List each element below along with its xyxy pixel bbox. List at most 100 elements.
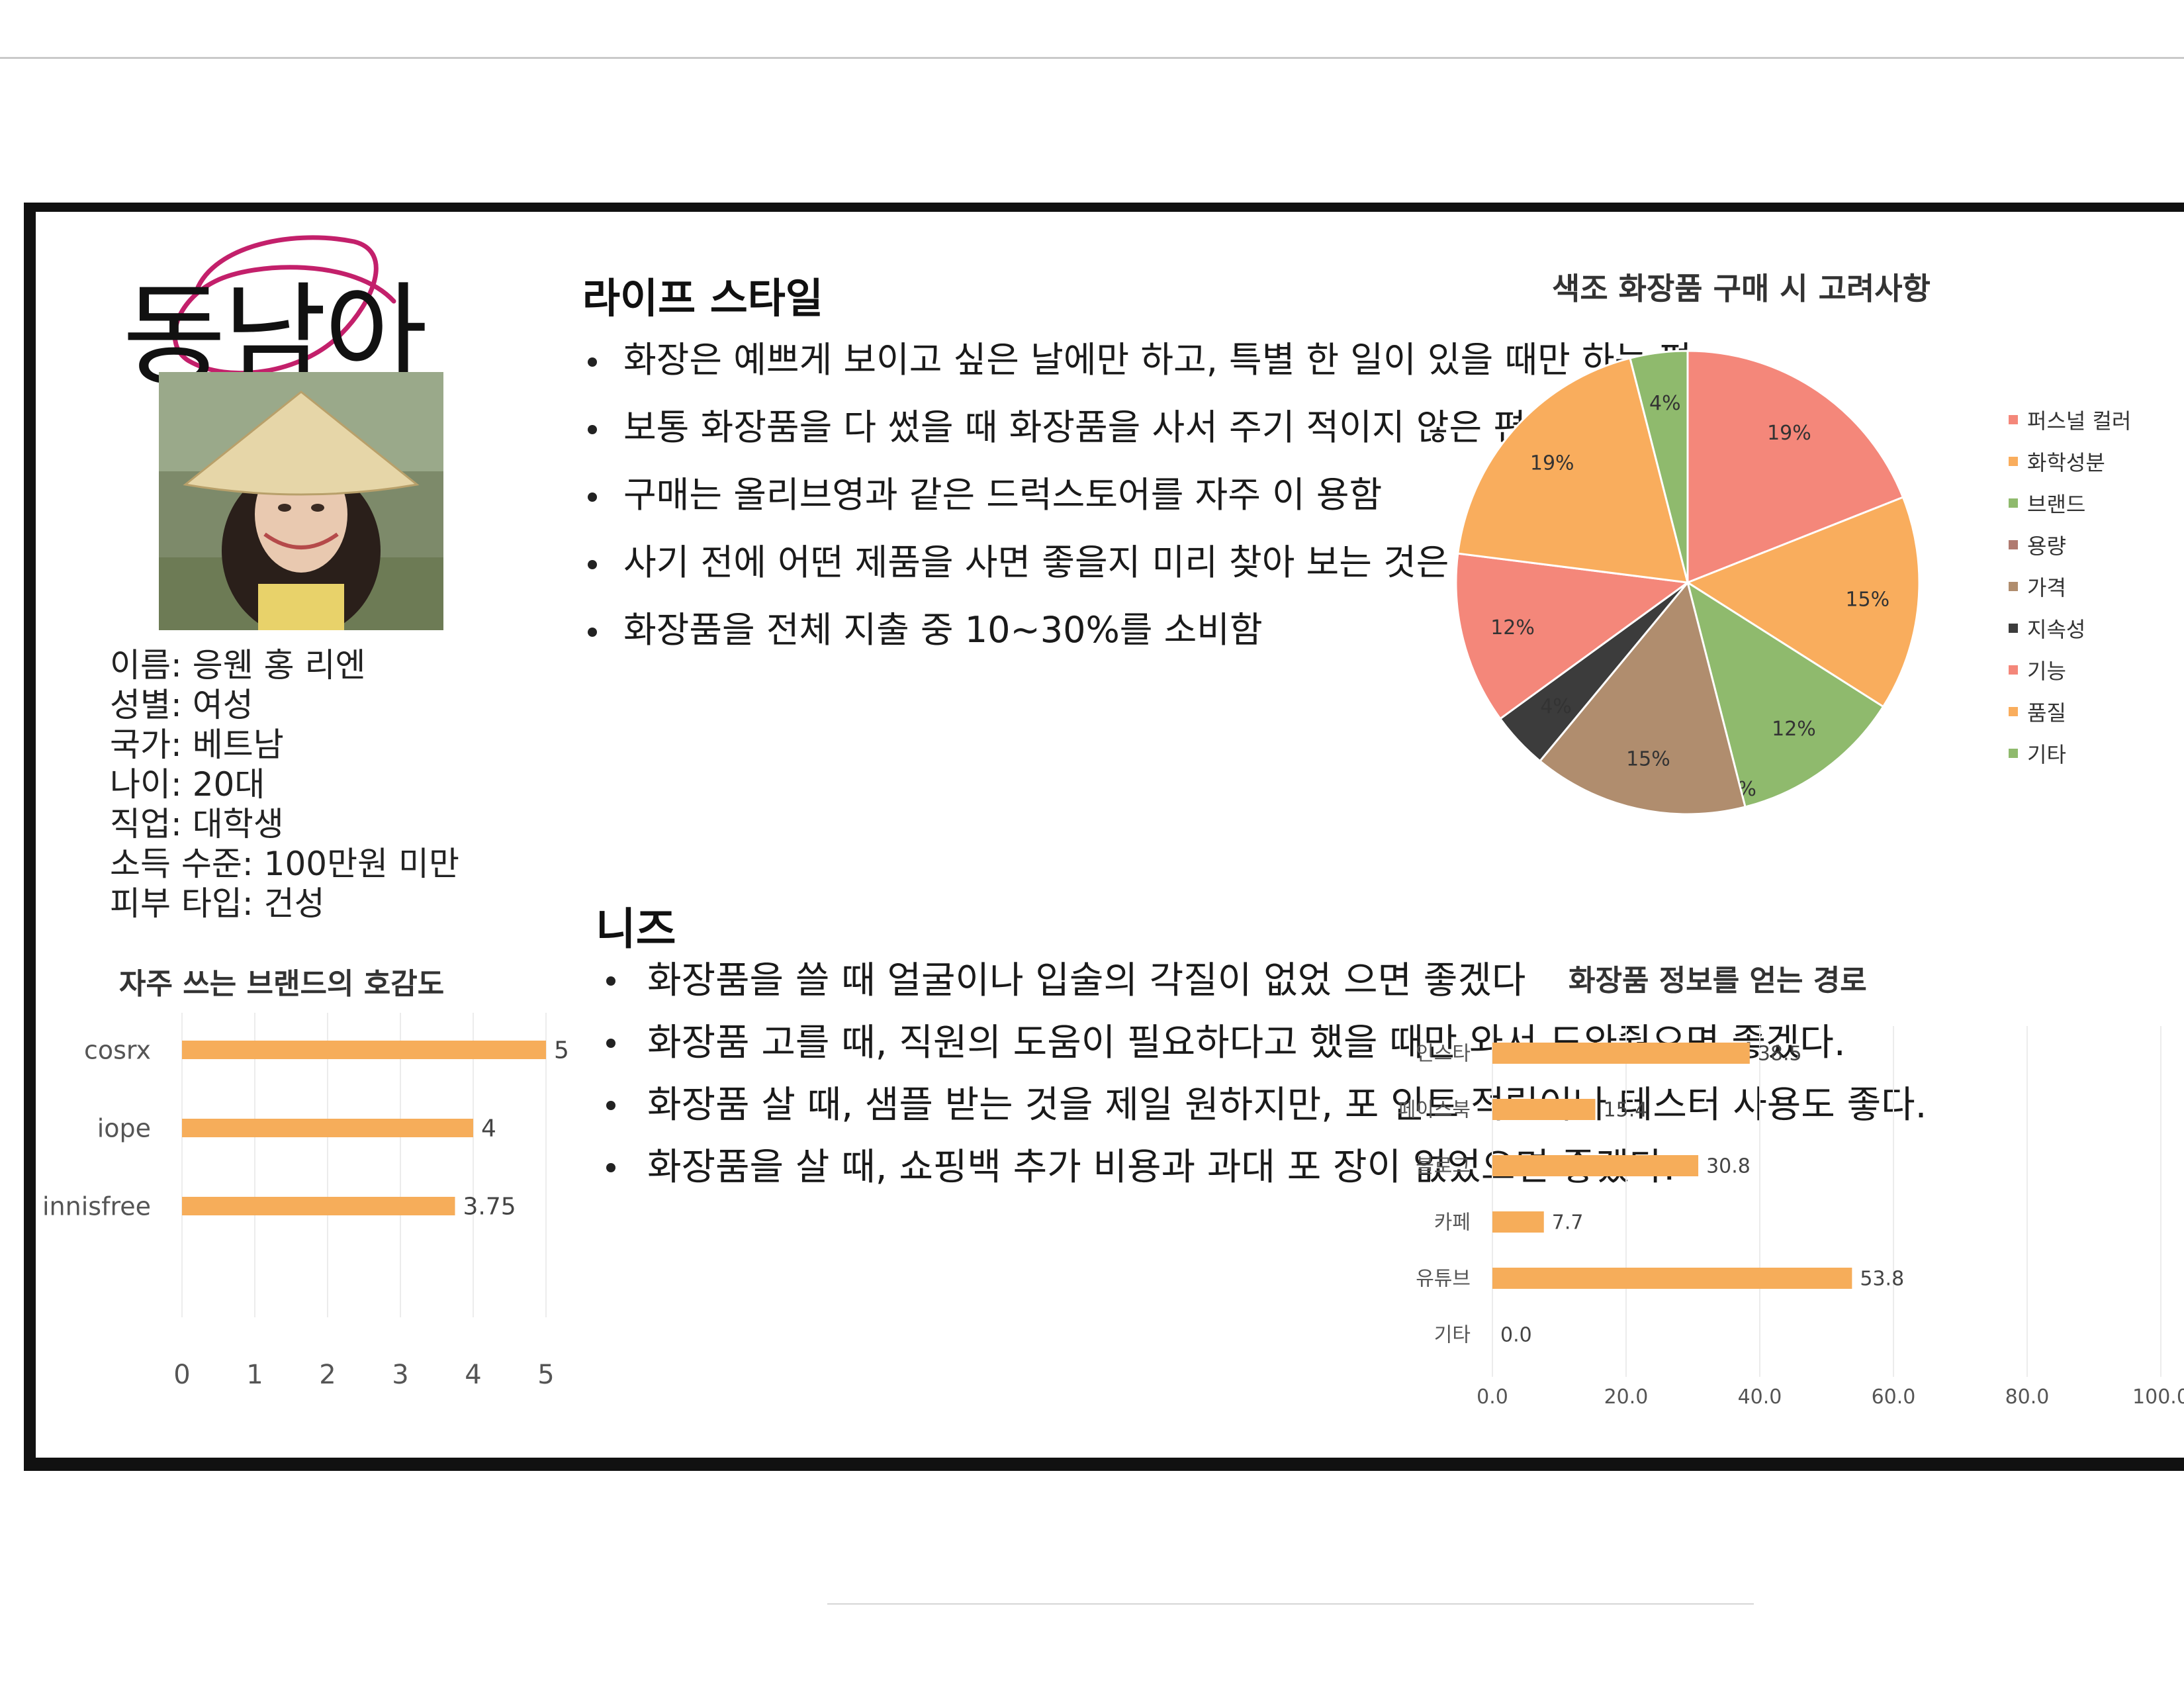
needs-list: 화장품을 쓸 때 얼굴이나 입술의 각질이 없었 으면 좋겠다 화장품 고를 때… <box>596 950 1938 1199</box>
legend-item: 기능 <box>2009 649 2131 690</box>
pie-chart: 19%15%12%0%15%4%12%19%4% <box>1455 350 1921 816</box>
pie-data-label: 12% <box>1772 718 1816 741</box>
pie-slice-8 <box>1457 357 1690 584</box>
persona-photo <box>159 372 443 630</box>
category-label: 블로그 <box>1416 1155 1471 1178</box>
x-tick-label: 60.0 <box>1872 1385 1916 1409</box>
bullet-icon <box>588 560 597 569</box>
bar-value-label: 15.4 <box>1604 1099 1648 1122</box>
profile-gender: 성별: 여성 <box>110 686 253 724</box>
bar-cosrx <box>182 1041 546 1059</box>
source-chart-title: 화장품 정보를 얻는 경로 <box>1569 964 1867 998</box>
lifestyle-item: 화장품을 전체 지출 중 10~30%를 소비함 <box>582 609 1921 651</box>
pie-slice-5 <box>1538 580 1747 816</box>
category-label: 유튜브 <box>1416 1268 1471 1291</box>
legend-item: 지속성 <box>2009 607 2131 649</box>
bar-innisfree <box>182 1197 455 1215</box>
pie-data-label: 15% <box>1845 588 1889 612</box>
legend-label: 지속성 <box>2027 616 2086 642</box>
lifestyle-heading: 라이프 스타일 <box>582 274 823 322</box>
legend-label: 가격 <box>2027 575 2066 600</box>
bar-value-label: 5 <box>554 1037 569 1064</box>
bar-value-label: 38.5 <box>1758 1043 1802 1066</box>
legend-item: 퍼스널 컬러 <box>2009 399 2131 440</box>
bullet-icon <box>606 1039 615 1048</box>
pie-data-label: 15% <box>1626 747 1670 771</box>
x-tick-label: 5 <box>537 1360 554 1390</box>
persona-frame <box>24 203 2184 1471</box>
bar-value-label: 30.8 <box>1706 1155 1751 1178</box>
pie-data-label: 19% <box>1767 422 1811 445</box>
legend-swatch <box>2009 623 2018 633</box>
bar-iope <box>182 1119 473 1137</box>
pie-slice-2 <box>1685 496 1921 708</box>
category-label: innisfree <box>42 1192 151 1221</box>
pie-chart-title: 색조 화장품 구매 시 고려사항 <box>1552 271 1931 306</box>
x-tick-label: 4 <box>465 1360 481 1390</box>
bar-value-label: 0.0 <box>1500 1324 1532 1347</box>
category-label: cosrx <box>84 1035 151 1064</box>
bar-유튜브 <box>1492 1268 1852 1289</box>
legend-label: 품질 <box>2027 700 2066 726</box>
profile-country: 국가: 베트남 <box>110 726 284 764</box>
bar-value-label: 7.7 <box>1552 1211 1584 1235</box>
legend-item: 품질 <box>2009 690 2131 732</box>
pie-slice-3 <box>1686 580 1885 808</box>
source-bar-chart: 0.0 20.0 40.0 60.0 80.0 100.0 인스타 38.5 페이스북 15.4 블… <box>1398 1026 2184 1409</box>
lifestyle-list: 화장은 예쁘게 보이고 싶은 날에만 하고, 특별 한 일이 있을 때만 하는 … <box>582 339 1921 677</box>
x-tick-label: 3 <box>392 1360 408 1390</box>
needs-heading: 니즈 <box>596 904 676 955</box>
category-label: 인스타 <box>1416 1043 1471 1066</box>
x-tick-label: 100.0 <box>2132 1385 2184 1409</box>
legend-swatch <box>2009 498 2018 508</box>
bullet-icon <box>588 357 597 367</box>
lifestyle-item: 화장은 예쁘게 보이고 싶은 날에만 하고, 특별 한 일이 있을 때만 하는 … <box>582 339 1921 381</box>
legend-swatch <box>2009 748 2018 758</box>
x-tick-label: 80.0 <box>2005 1385 2050 1409</box>
category-label: 페이스북 <box>1398 1099 1471 1122</box>
legend-swatch <box>2009 706 2018 716</box>
bullet-icon <box>606 1101 615 1110</box>
top-divider <box>0 57 2184 59</box>
legend-swatch <box>2009 456 2018 466</box>
x-tick-label: 40.0 <box>1738 1385 1782 1409</box>
pie-data-label: 4% <box>1540 695 1572 718</box>
bar-페이스북 <box>1492 1099 1596 1120</box>
legend-label: 용량 <box>2027 533 2066 559</box>
brand-chart-title: 자주 쓰는 브랜드의 호감도 <box>119 967 445 1001</box>
legend-item: 브랜드 <box>2009 482 2131 524</box>
lifestyle-item: 보통 화장품을 다 썼을 때 화장품을 사서 주기 적이지 않은 편. <box>582 406 1921 449</box>
bar-블로그 <box>1492 1155 1699 1176</box>
legend-swatch <box>2009 581 2018 591</box>
profile-skin-type: 피부 타입: 건성 <box>110 884 325 923</box>
profile-income: 소득 수준: 100만원 미만 <box>110 845 459 883</box>
hand-drawn-circle <box>172 235 396 376</box>
bullet-icon <box>588 425 597 434</box>
legend-label: 퍼스널 컬러 <box>2027 408 2132 434</box>
pie-slice-7 <box>1455 552 1690 720</box>
x-tick-label: 0 <box>173 1360 190 1390</box>
bar-value-label: 4 <box>481 1115 496 1143</box>
bar-value-label: 3.75 <box>463 1194 516 1221</box>
category-label: 기타 <box>1434 1324 1471 1347</box>
category-label: iope <box>97 1113 151 1143</box>
lifestyle-item: 사기 전에 어떤 제품을 사면 좋을지 미리 찾아 보는 것은 필수! <box>582 541 1921 584</box>
lifestyle-item: 구매는 올리브영과 같은 드럭스토어를 자주 이 용함 <box>582 474 1921 516</box>
bullet-icon <box>606 976 615 986</box>
legend-swatch <box>2009 665 2018 675</box>
legend-item: 기타 <box>2009 732 2131 774</box>
x-tick-label: 2 <box>319 1360 336 1390</box>
x-tick-label: 1 <box>246 1360 263 1390</box>
bar-인스타 <box>1492 1043 1750 1064</box>
legend-label: 화학성분 <box>2027 449 2105 475</box>
pie-slice-9 <box>1629 350 1689 583</box>
legend-label: 기타 <box>2027 741 2066 767</box>
pie-data-label: 4% <box>1649 392 1681 415</box>
legend-swatch <box>2009 414 2018 424</box>
needs-item: 화장품을 쓸 때 얼굴이나 입술의 각질이 없었 으면 좋겠다 <box>596 950 1938 1012</box>
bullet-icon <box>606 1163 615 1172</box>
needs-item: 화장품 살 때, 샘플 받는 것을 제일 원하지만, 포 인트 적립이나 테스터… <box>596 1074 1938 1137</box>
x-tick-label: 20.0 <box>1604 1385 1649 1409</box>
bullet-icon <box>588 492 597 502</box>
